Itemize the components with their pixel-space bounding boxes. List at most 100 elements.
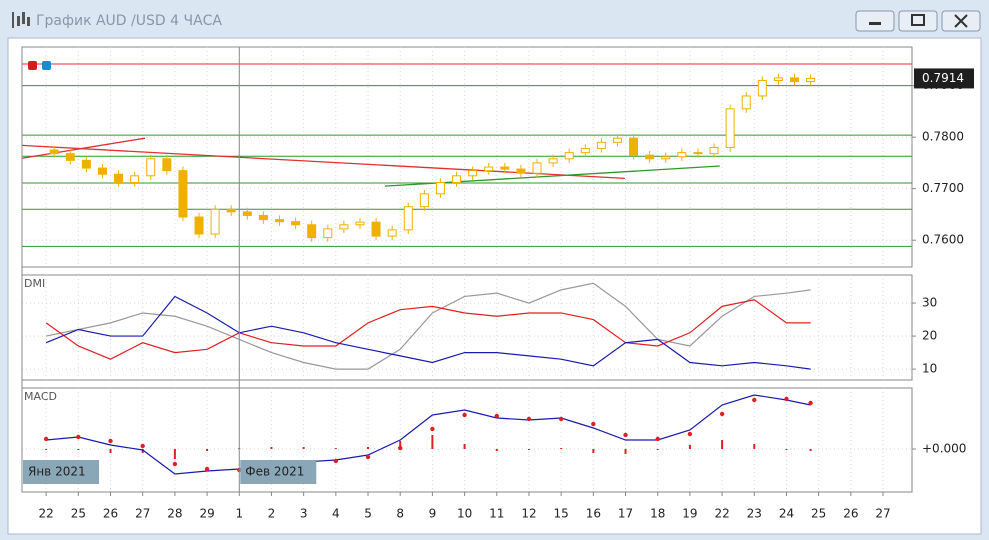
candle-body: [564, 152, 574, 160]
candle-body: [258, 214, 268, 221]
candle-body: [275, 219, 285, 223]
histogram-bar: [431, 435, 434, 449]
signal-dot: [591, 421, 596, 427]
x-tick-label: 28: [167, 507, 182, 521]
signal-dot: [494, 413, 499, 419]
candle-body: [693, 152, 703, 155]
histogram-bar: [45, 449, 48, 450]
signal-dot: [398, 445, 403, 451]
x-tick-label: 4: [332, 507, 340, 521]
histogram-bar: [399, 441, 402, 449]
x-tick-label: 1: [235, 507, 243, 521]
date-label: Фев 2021: [245, 465, 304, 479]
x-tick-label: 12: [521, 507, 536, 521]
maximize-button[interactable]: [898, 10, 938, 32]
candle-body: [806, 77, 816, 83]
signal-dot: [430, 426, 435, 432]
candle-body: [242, 211, 252, 216]
candle-body: [419, 193, 429, 208]
candle-body: [629, 137, 639, 156]
histogram-bar: [592, 449, 595, 453]
candle-body: [790, 77, 800, 83]
histogram-bar: [141, 449, 144, 453]
candle-body: [130, 175, 140, 184]
y-tick-label: 0.7600: [922, 233, 964, 247]
minimize-button[interactable]: [855, 10, 895, 32]
signal-dot: [76, 434, 81, 440]
candle-body: [596, 141, 606, 149]
candle-body: [146, 158, 156, 177]
window-icon: [12, 12, 30, 28]
candle-body: [468, 170, 478, 177]
candle-body: [516, 168, 526, 174]
x-tick-label: 24: [779, 507, 794, 521]
x-tick-label: 2: [268, 507, 276, 521]
candle-body: [97, 167, 107, 175]
x-tick-label: 5: [364, 507, 372, 521]
legend-icon: [42, 61, 51, 70]
signal-dot: [526, 416, 532, 422]
histogram-bar: [809, 449, 812, 451]
candle-body: [709, 146, 719, 155]
price-label: 0.7914: [922, 71, 964, 85]
histogram-bar: [109, 449, 112, 453]
histogram-bar: [656, 449, 659, 450]
candle-body: [548, 158, 558, 164]
candle-body: [452, 175, 462, 184]
y-tick-label: 10: [922, 362, 937, 376]
dmi-line: [46, 282, 811, 370]
signal-dot: [462, 412, 467, 418]
candle-body: [645, 154, 655, 160]
candle-body: [661, 156, 671, 160]
window-title: График AUD /USD 4 ЧАСА: [36, 13, 222, 29]
y-tick-label: 0.7700: [922, 181, 964, 195]
histogram-bar: [721, 440, 724, 449]
signal-dot: [140, 443, 145, 449]
signal-dot: [808, 400, 813, 406]
x-tick-label: 27: [135, 507, 150, 521]
x-tick-label: 26: [843, 507, 858, 521]
histogram-bar: [688, 445, 691, 449]
legend-icon: [28, 61, 37, 70]
x-tick-label: 10: [457, 507, 472, 521]
signal-dot: [752, 397, 757, 403]
signal-dot: [204, 466, 210, 472]
date-box: [23, 460, 99, 484]
panel: [21, 387, 913, 493]
date-label: Янв 2021: [28, 465, 86, 479]
panel-title: DMI: [24, 277, 45, 290]
candle-body: [307, 224, 317, 239]
histogram-bar: [624, 449, 627, 454]
x-tick-label: 8: [396, 507, 404, 521]
candle-body: [291, 221, 301, 226]
x-tick-label: 17: [618, 507, 633, 521]
candle-body: [226, 208, 236, 213]
x-tick-label: 23: [747, 507, 762, 521]
candle-body: [387, 229, 397, 237]
macd-line: [46, 394, 811, 475]
x-tick-label: 25: [71, 507, 86, 521]
candle-body: [773, 77, 783, 81]
signal-dot: [365, 454, 371, 460]
close-button[interactable]: [941, 10, 981, 32]
candle-body: [355, 221, 365, 226]
panel-title: MACD: [24, 390, 57, 403]
candle-body: [210, 208, 220, 235]
x-tick-label: 16: [586, 507, 601, 521]
histogram-bar: [495, 449, 498, 451]
candle-body: [81, 159, 91, 169]
x-tick-label: 3: [300, 507, 308, 521]
histogram-bar: [206, 449, 209, 451]
signal-dot: [333, 458, 339, 464]
candle-body: [612, 137, 622, 143]
signal-dot: [719, 411, 725, 417]
histogram-bar: [785, 449, 788, 450]
candle-body: [532, 162, 542, 174]
signal-dot: [655, 436, 660, 442]
histogram-bar: [334, 448, 337, 449]
histogram-bar: [753, 444, 756, 449]
histogram-bar: [77, 449, 80, 450]
signal-dot: [784, 396, 789, 402]
y-tick-label: 0.7800: [922, 130, 964, 144]
